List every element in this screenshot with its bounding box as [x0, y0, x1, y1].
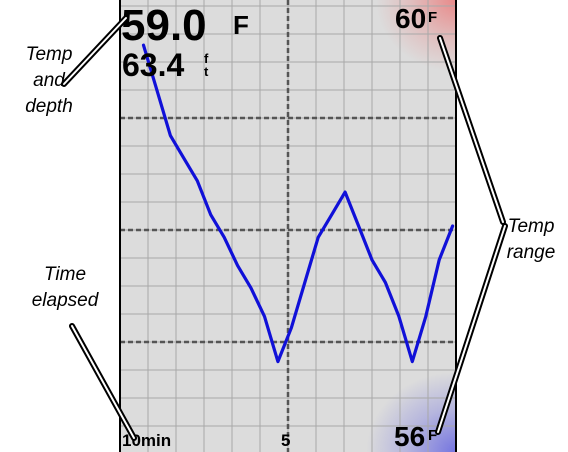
temp-range-callout: Temp range [496, 214, 566, 266]
callout-line: Temp [507, 216, 555, 237]
temp-range-leader-top [437, 35, 506, 225]
time-elapsed-callout: Time elapsed [22, 262, 108, 314]
cold-corner-glow [366, 372, 456, 452]
depth-unit-top: f [204, 51, 209, 66]
callout-line: depth [25, 96, 73, 117]
scale-max-value: 60 [395, 3, 426, 34]
scale-max-unit: F [428, 9, 437, 26]
scale-min-value: 56 [394, 421, 425, 452]
temp-range-leader-bottom [435, 223, 508, 435]
temperature-scale: 60 F 56 F [394, 3, 437, 452]
grid [120, 0, 456, 452]
callout-line: Temp [25, 44, 73, 65]
callout-line: elapsed [31, 290, 99, 311]
temp-depth-callout: Temp and depth [8, 42, 90, 120]
warm-corner-glow [376, 0, 456, 72]
device-screen [119, 0, 457, 452]
temp-depth-readout: 59.0 F 63.4 f t [121, 1, 249, 83]
time-axis-mid-label: 5 [281, 431, 290, 450]
callout-leaders [61, 15, 508, 441]
scale-min-unit: F [428, 427, 437, 444]
temperature-value: 59.0 [121, 1, 207, 50]
depth-value: 63.4 [122, 47, 184, 83]
callout-line: and [33, 70, 65, 91]
callout-line: range [506, 242, 556, 263]
temp-depth-leader [61, 15, 129, 87]
depth-unit-bottom: t [204, 64, 209, 79]
time-elapsed-leader [69, 323, 137, 441]
temperature-trace [141, 43, 455, 364]
temperature-unit: F [233, 10, 249, 40]
callout-line: Time [43, 264, 87, 285]
